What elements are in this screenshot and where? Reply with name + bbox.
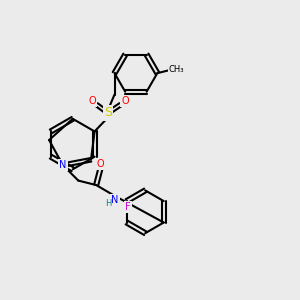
Text: O: O — [88, 96, 96, 106]
Text: O: O — [121, 96, 129, 106]
Text: F: F — [125, 202, 131, 212]
Text: N: N — [59, 160, 67, 170]
Text: CH₃: CH₃ — [169, 65, 184, 74]
Text: N: N — [111, 195, 118, 205]
Text: H: H — [105, 199, 111, 208]
Text: O: O — [97, 159, 104, 169]
Text: S: S — [104, 106, 112, 119]
